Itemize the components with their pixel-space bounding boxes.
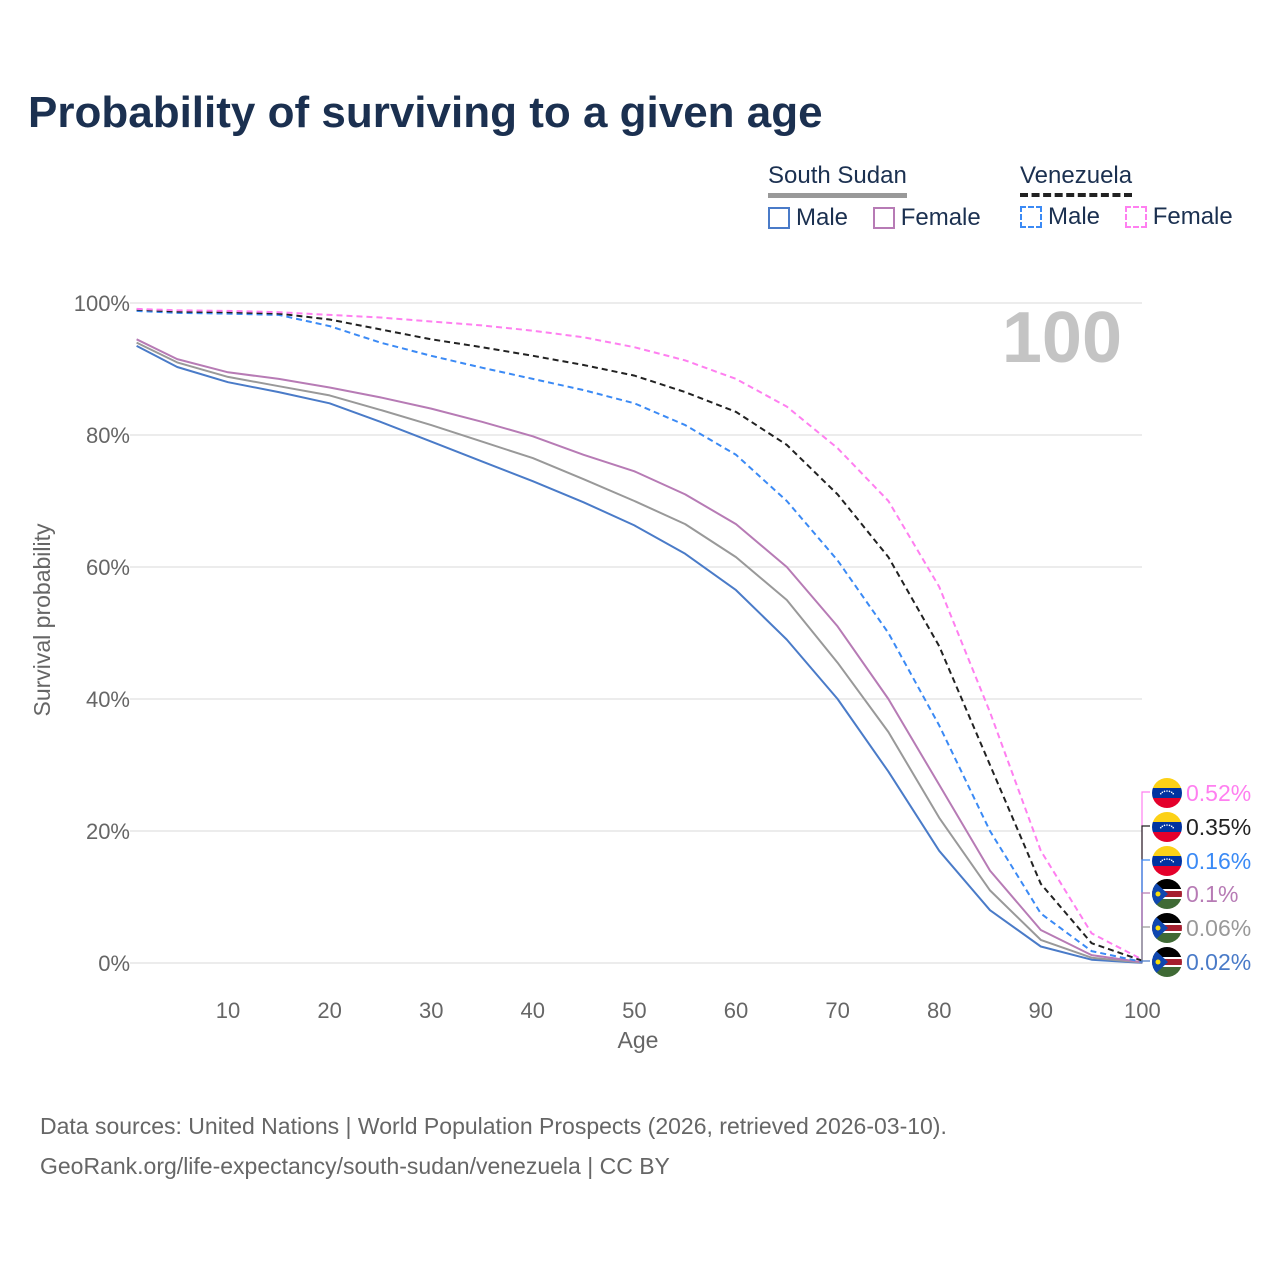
legend-item-ve-female[interactable]: Female (1124, 203, 1233, 231)
y-tick-label: 80% (86, 423, 130, 448)
y-tick-label: 40% (86, 687, 130, 712)
series-line-venezuela-total[interactable] (136, 308, 1143, 962)
south-sudan-flag-icon (1152, 913, 1182, 943)
end-value-label: 0.35% (1186, 814, 1251, 840)
end-value-label: 0.52% (1186, 780, 1251, 806)
y-tick-label: 60% (86, 555, 130, 580)
end-value-label: 0.1% (1186, 881, 1238, 907)
legend-label: Female (1152, 203, 1233, 230)
end-value-label: 0.02% (1186, 949, 1251, 975)
x-tick-label: 50 (622, 998, 646, 1023)
x-tick-label: 20 (317, 998, 341, 1023)
age-marker: 100 (1002, 298, 1122, 378)
series-line-south-sudan-male[interactable] (136, 345, 1143, 964)
south-sudan-flag-icon (1152, 947, 1182, 977)
series-line-south-sudan-female[interactable] (136, 338, 1143, 964)
legend-label: Male (796, 204, 849, 231)
legend-group-title: Venezuela (1020, 162, 1133, 197)
x-tick-label: 100 (1124, 998, 1161, 1023)
footer: Data sources: United Nations | World Pop… (40, 1106, 947, 1186)
x-tick-label: 10 (216, 998, 240, 1023)
series-line-south-sudan-total[interactable] (136, 341, 1143, 964)
source-text: Data sources: United Nations | World Pop… (40, 1113, 947, 1139)
url-text[interactable]: GeoRank.org/life-expectancy/south-sudan/… (40, 1153, 670, 1179)
end-connector (1141, 892, 1150, 963)
series-line-venezuela-female[interactable] (136, 307, 1143, 961)
legend-label: Female (900, 204, 981, 231)
y-tick-label: 100% (74, 291, 130, 316)
venezuela-flag-icon (1152, 778, 1182, 808)
x-tick-label: 60 (724, 998, 748, 1023)
legend-item-ss-female[interactable]: Female (872, 204, 981, 232)
legend-item-ve-male[interactable]: Male (1020, 203, 1100, 231)
x-tick-label: 70 (825, 998, 849, 1023)
end-value-label: 0.16% (1186, 848, 1251, 874)
x-axis-label: Age (618, 1027, 659, 1053)
chart-title: Probability of surviving to a given age (28, 88, 823, 137)
venezuela-flag-icon (1152, 846, 1182, 876)
venezuela-flag-icon (1152, 812, 1182, 842)
south-sudan-flag-icon (1152, 879, 1182, 909)
legend-south-sudan: South Sudan Male Female (768, 162, 999, 236)
swatch-icon (1124, 206, 1147, 228)
x-tick-label: 80 (927, 998, 951, 1023)
plot-area: 0%20%40%60%80%100%10 20 30 40 50 60 70 80 90 100 … (29, 291, 1251, 1053)
y-axis-label: Survival probability (29, 523, 55, 717)
x-tick-label: 40 (521, 998, 545, 1023)
swatch-icon (768, 207, 790, 229)
legend-item-ss-male[interactable]: Male (768, 204, 848, 232)
y-tick-label: 20% (86, 819, 130, 844)
end-connector (1141, 960, 1150, 963)
series-line-venezuela-male[interactable] (136, 309, 1143, 963)
x-tick-label: 90 (1029, 998, 1053, 1023)
legend-group-title: South Sudan (768, 162, 907, 198)
end-connector (1141, 859, 1150, 962)
end-connector (1141, 926, 1150, 963)
x-tick-label: 30 (419, 998, 443, 1023)
swatch-icon (872, 207, 895, 229)
legend-label: Male (1048, 203, 1101, 230)
y-tick-label: 0% (98, 951, 130, 976)
swatch-icon (1020, 206, 1042, 228)
end-connector (1141, 791, 1150, 960)
legend-venezuela: Venezuela Male Female (1020, 162, 1251, 235)
end-value-label: 0.06% (1186, 915, 1251, 941)
